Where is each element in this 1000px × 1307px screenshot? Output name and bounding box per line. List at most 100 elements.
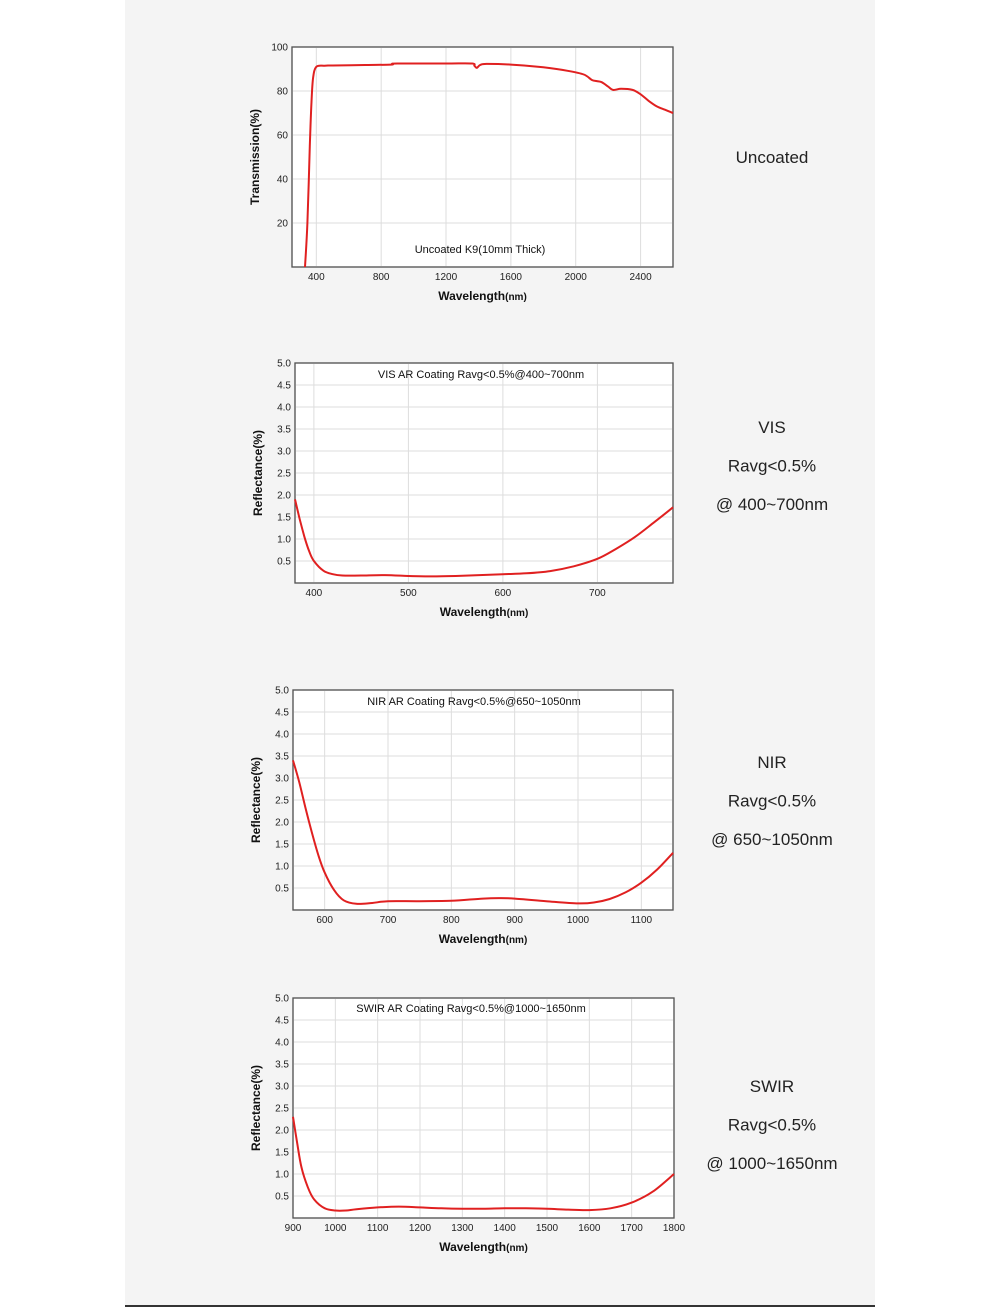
chart-4-y-tick-label: 3.5: [275, 1060, 289, 1071]
chart-3-x-tick-label: 900: [506, 915, 523, 926]
chart-3-y-tick-label: 4.0: [275, 730, 289, 741]
chart-4-y-tick-label: 2.5: [275, 1104, 289, 1115]
chart-4-y-tick-label: 1.5: [275, 1148, 289, 1159]
chart-1-x-tick-label: 2000: [565, 272, 588, 283]
chart-2-frame: [294, 362, 674, 584]
chart-3-side-label: @ 650~1050nm: [711, 830, 833, 849]
chart-2-side-label: VIS: [758, 418, 785, 437]
chart-4-x-tick-label: 1600: [578, 1223, 601, 1234]
chart-2-y-tick-label: 0.5: [277, 557, 291, 568]
chart-4-y-tick-label: 3.0: [275, 1082, 289, 1093]
chart-4-y-tick-label: 1.0: [275, 1170, 289, 1181]
chart-4-side-label: @ 1000~1650nm: [706, 1154, 837, 1173]
chart-3-y-tick-label: 2.0: [275, 818, 289, 829]
chart-1-frame: [291, 46, 674, 268]
chart-3-x-tick-label: 1000: [567, 915, 590, 926]
chart-4-x-tick-label: 1200: [409, 1223, 432, 1234]
chart-2-y-tick-label: 2.5: [277, 469, 291, 480]
chart-3-y-tick-label: 4.5: [275, 708, 289, 719]
chart-3-y-tick-label: 1.0: [275, 862, 289, 873]
chart-4-y-tick-label: 5.0: [275, 994, 289, 1005]
chart-4-x-tick-label: 1500: [536, 1223, 559, 1234]
chart-4-x-tick-label: 1000: [324, 1223, 347, 1234]
chart-1-x-axis-title: Wavelength(nm): [438, 289, 527, 303]
chart-4-title: SWIR AR Coating Ravg<0.5%@1000~1650nm: [356, 1003, 585, 1015]
chart-2-series-line: [294, 499, 674, 578]
chart-1-side-label: Uncoated: [736, 148, 809, 167]
chart-2-x-tick-label: 700: [589, 588, 606, 599]
chart-1-title: Uncoated K9(10mm Thick): [415, 244, 546, 256]
chart-3-frame: [292, 689, 674, 911]
chart-3-series-line: [292, 760, 674, 905]
chart-4-y-axis-title: Reflectance(%): [249, 1065, 263, 1151]
chart-4-x-axis-unit: (nm): [506, 1243, 528, 1254]
chart-4-x-tick-label: 1300: [451, 1223, 474, 1234]
chart-3-y-tick-label: 1.5: [275, 840, 289, 851]
chart-1-x-tick-label: 800: [373, 272, 390, 283]
chart-1-y-tick-label: 20: [277, 219, 289, 230]
bottom-divider: [125, 1305, 875, 1307]
chart-1-y-axis-title: Transmission(%): [248, 109, 262, 205]
chart-1-y-tick-label: 40: [277, 175, 289, 186]
chart-4-y-tick-label: 4.5: [275, 1016, 289, 1027]
chart-2-title: VIS AR Coating Ravg<0.5%@400~700nm: [378, 369, 584, 381]
chart-3-x-tick-label: 700: [380, 915, 397, 926]
chart-1-y-tick-label: 80: [277, 87, 289, 98]
chart-1-x-tick-label: 1600: [500, 272, 523, 283]
chart-1-x-tick-label: 2400: [629, 272, 652, 283]
chart-2-x-tick-label: 600: [495, 588, 512, 599]
chart-4-y-tick-label: 4.0: [275, 1038, 289, 1049]
chart-3-x-axis-title: Wavelength(nm): [439, 932, 528, 946]
chart-1-x-axis-unit: (nm): [505, 292, 527, 303]
chart-4-frame: [292, 997, 675, 1219]
chart-3-y-axis-title: Reflectance(%): [249, 757, 263, 843]
chart-3-x-tick-label: 600: [316, 915, 333, 926]
chart-4-x-tick-label: 1100: [367, 1223, 389, 1234]
chart-2-x-axis-title-text: Wavelength: [440, 605, 507, 619]
chart-4-x-axis-title-text: Wavelength: [439, 1240, 506, 1254]
chart-1-plot-area: [291, 46, 674, 268]
chart-4-x-axis-title: Wavelength(nm): [439, 1240, 528, 1254]
chart-2-y-tick-label: 1.5: [277, 513, 291, 524]
chart-4-x-tick-label: 1800: [663, 1223, 686, 1234]
chart-1-series-line: [304, 62, 674, 268]
chart-2-side-label: @ 400~700nm: [716, 495, 828, 514]
chart-2-y-tick-label: 1.0: [277, 535, 291, 546]
chart-3-y-tick-label: 2.5: [275, 796, 289, 807]
chart-3-x-tick-label: 1100: [631, 915, 653, 926]
chart-2-y-tick-label: 3.5: [277, 425, 291, 436]
chart-3-x-axis-title-text: Wavelength: [439, 932, 506, 946]
chart-2-x-tick-label: 500: [400, 588, 417, 599]
chart-1-y-tick-label: 100: [271, 43, 288, 54]
chart-4-y-tick-label: 2.0: [275, 1126, 289, 1137]
chart-4-x-tick-label: 900: [285, 1223, 302, 1234]
chart-4-side-label: Ravg<0.5%: [728, 1116, 816, 1135]
chart-4-y-tick-label: 0.5: [275, 1192, 289, 1203]
chart-3-x-tick-label: 800: [443, 915, 460, 926]
chart-1-x-tick-label: 400: [308, 272, 325, 283]
chart-3-side-label: NIR: [757, 753, 786, 772]
chart-3-title: NIR AR Coating Ravg<0.5%@650~1050nm: [367, 696, 581, 708]
chart-1-y-tick-label: 60: [277, 131, 289, 142]
chart-3-y-tick-label: 3.0: [275, 774, 289, 785]
chart-2-x-tick-label: 400: [306, 588, 323, 599]
chart-4-x-tick-label: 1700: [621, 1223, 644, 1234]
chart-4-side-label: SWIR: [750, 1077, 794, 1096]
chart-2-x-axis-title: Wavelength(nm): [440, 605, 529, 619]
chart-3-y-tick-label: 3.5: [275, 752, 289, 763]
chart-2-y-tick-label: 4.5: [277, 381, 291, 392]
chart-2-y-tick-label: 5.0: [277, 359, 291, 370]
chart-2-y-axis-title: Reflectance(%): [251, 430, 265, 516]
chart-2-side-label: Ravg<0.5%: [728, 457, 816, 476]
chart-1-x-axis-title-text: Wavelength: [438, 289, 505, 303]
chart-3-y-tick-label: 5.0: [275, 686, 289, 697]
chart-4-x-tick-label: 1400: [494, 1223, 517, 1234]
chart-3-x-axis-unit: (nm): [506, 935, 528, 946]
chart-4-series-line: [292, 1116, 675, 1212]
chart-3-side-label: Ravg<0.5%: [728, 792, 816, 811]
chart-2-y-tick-label: 4.0: [277, 403, 291, 414]
chart-2-x-axis-unit: (nm): [507, 608, 529, 619]
chart-2-y-tick-label: 3.0: [277, 447, 291, 458]
chart-3-y-tick-label: 0.5: [275, 884, 289, 895]
